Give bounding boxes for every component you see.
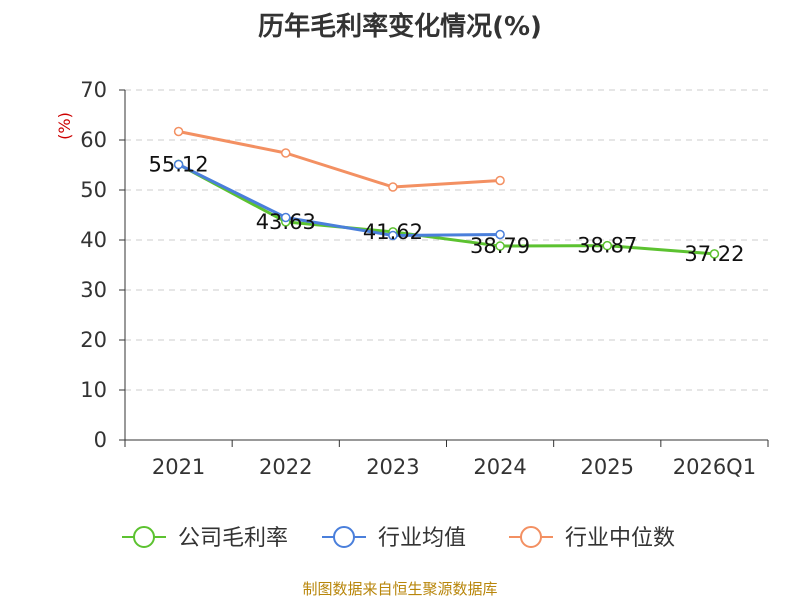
chart-title: 历年毛利率变化情况(%) (258, 11, 542, 42)
data-point (495, 229, 505, 240)
data-point (388, 230, 398, 241)
legend-marker-icon (333, 526, 355, 548)
x-tick-labels: 2021 2022 2023 2024 2025 2026Q1 (152, 455, 756, 479)
data-label: 55.12 (149, 152, 209, 176)
series-line-2 (178, 130, 501, 189)
data-point (602, 240, 612, 251)
data-label: 37.22 (684, 242, 744, 266)
y-axis-label: (%) (55, 112, 74, 140)
legend-item-0[interactable]: 公司毛利率 (122, 526, 288, 551)
y-tick-label: 30 (80, 278, 107, 302)
y-tick-label: 40 (80, 228, 107, 252)
x-tick-label: 2025 (581, 455, 634, 479)
y-tick-label: 50 (80, 178, 107, 202)
y-tick-labels: 0 10 20 30 40 50 60 70 (80, 78, 107, 452)
data-point (495, 175, 505, 186)
x-tick-label: 2026Q1 (673, 455, 756, 479)
data-label: 41.62 (363, 220, 423, 244)
data-label: 43.63 (256, 210, 316, 234)
y-tick-label: 60 (80, 128, 107, 152)
x-tick-label: 2022 (259, 455, 312, 479)
data-point (173, 159, 184, 170)
x-tick-label: 2024 (473, 455, 526, 479)
legend-marker-icon (520, 526, 542, 548)
x-tick-label: 2023 (366, 455, 419, 479)
legend-label: 行业均值 (378, 526, 466, 551)
data-label: 38.87 (577, 234, 637, 258)
y-tick-label: 10 (80, 378, 107, 402)
y-tick-label: 70 (80, 78, 107, 102)
data-point (281, 148, 291, 158)
legend-label: 公司毛利率 (178, 526, 288, 551)
data-labels: 55.12 43.63 41.62 38.79 38.87 37.22 (149, 152, 745, 266)
y-tick-label: 0 (94, 428, 107, 452)
data-point (281, 212, 291, 223)
legend[interactable]: 公司毛利率 行业均值 行业中位数 (122, 526, 675, 551)
axes (119, 89, 769, 447)
series-line-1 (177, 163, 501, 237)
data-label: 38.79 (470, 234, 530, 258)
data-point (388, 182, 398, 192)
data-point (173, 126, 184, 137)
data-point (495, 241, 505, 251)
series-line-0 (177, 163, 715, 256)
legend-item-1[interactable]: 行业均值 (322, 526, 466, 551)
x-tick-label: 2021 (152, 455, 205, 479)
legend-item-2[interactable]: 行业中位数 (509, 526, 675, 551)
source-note: 制图数据来自恒生聚源数据库 (302, 580, 497, 598)
legend-marker-icon (133, 526, 155, 548)
series-lines (173, 126, 720, 259)
data-point (709, 249, 720, 259)
y-tick-label: 20 (80, 328, 107, 352)
legend-label: 行业中位数 (565, 526, 675, 551)
